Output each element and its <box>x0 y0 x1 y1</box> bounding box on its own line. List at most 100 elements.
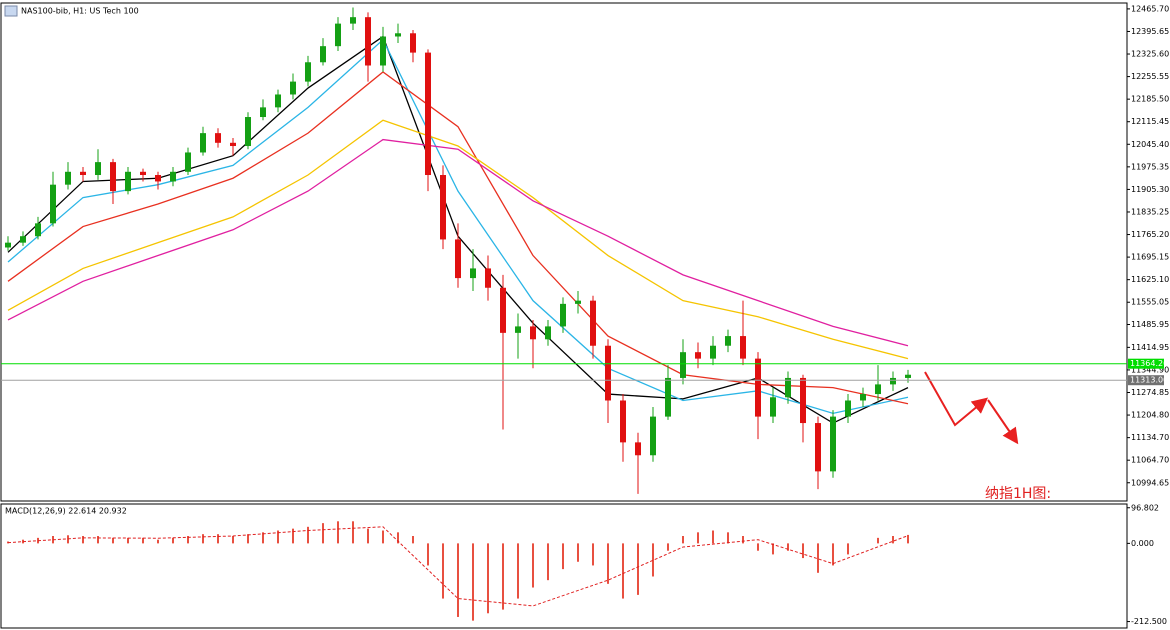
candle-body <box>860 394 866 401</box>
y-tick-label: 11765.20 <box>1131 230 1169 239</box>
candle-body <box>770 397 776 417</box>
candle-body <box>665 377 671 417</box>
candle-body <box>290 81 296 95</box>
candle-body <box>515 326 521 333</box>
candle-body <box>140 171 146 176</box>
candle-body <box>455 239 461 279</box>
candle-body <box>35 223 41 237</box>
candle-body <box>275 94 281 108</box>
price-label: 11313.00 <box>1130 376 1168 385</box>
y-tick-label: 0.000 <box>1131 539 1154 548</box>
candle-body <box>215 133 221 143</box>
candle-body <box>635 442 641 456</box>
candle-body <box>185 152 191 172</box>
moving-average <box>7 138 909 347</box>
arrow <box>987 399 1019 445</box>
candle-body <box>320 46 326 63</box>
y-tick-label: 11905.30 <box>1131 185 1169 194</box>
y-tick-label: 11274.85 <box>1131 388 1169 397</box>
y-tick-label: 10994.65 <box>1131 478 1169 487</box>
y-tick-label: 11835.25 <box>1131 207 1169 216</box>
candle-body <box>830 416 836 472</box>
candle-body <box>365 17 371 66</box>
y-tick-label: 12395.65 <box>1131 27 1169 36</box>
candle-body <box>410 33 416 53</box>
candle-body <box>845 400 851 417</box>
price-label: 11364.26 <box>1130 359 1168 368</box>
candle-body <box>245 117 251 147</box>
candle-body <box>395 33 401 37</box>
candle-body <box>725 336 731 346</box>
y-tick-label: 11625.10 <box>1131 275 1169 284</box>
candle-body <box>530 326 536 340</box>
y-tick-label: 12185.50 <box>1131 95 1169 104</box>
candle-body <box>110 162 116 192</box>
candle-body <box>680 352 686 378</box>
candle-body <box>65 171 71 185</box>
candle-body <box>260 107 266 118</box>
y-tick-label: 96.802 <box>1131 503 1159 512</box>
candle-body <box>755 358 761 417</box>
candle-body <box>440 175 446 240</box>
macd-title: MACD(12,26,9) 22.614 20.932 <box>5 507 127 516</box>
candle-body <box>425 52 431 176</box>
candle-body <box>380 36 386 66</box>
candle-body <box>50 184 56 224</box>
candle-body <box>740 336 746 359</box>
candle-body <box>155 175 161 182</box>
y-tick-label: 12325.60 <box>1131 50 1169 59</box>
y-tick-label: 11975.35 <box>1131 162 1169 171</box>
y-tick-label: 11414.95 <box>1131 343 1169 352</box>
candle-body <box>560 303 566 327</box>
candle-body <box>620 400 626 443</box>
candle-body <box>500 287 506 333</box>
candle-body <box>125 171 131 192</box>
y-tick-label: 12465.70 <box>1131 4 1169 13</box>
candle-body <box>230 142 236 147</box>
candle-body <box>890 377 896 385</box>
candle-body <box>80 171 86 176</box>
candle-body <box>695 352 701 359</box>
candle-body <box>590 300 596 346</box>
y-tick-label: 11204.80 <box>1131 411 1169 420</box>
candle-body <box>5 242 11 248</box>
candle-body <box>710 345 716 359</box>
candle-body <box>485 268 491 288</box>
macd-frame <box>0 503 1128 629</box>
y-tick-label: 12255.55 <box>1131 72 1169 81</box>
candle-body <box>95 162 101 176</box>
moving-average <box>7 119 909 360</box>
candle-body <box>20 236 26 243</box>
symbol-icon <box>4 5 18 17</box>
y-tick-label: 11134.70 <box>1131 433 1169 442</box>
candle-body <box>170 171 176 182</box>
price-label-box <box>1128 375 1164 386</box>
y-tick-label: -212.500 <box>1131 617 1167 626</box>
candle-body <box>800 377 806 424</box>
y-tick-label: 11485.95 <box>1131 320 1169 329</box>
candle-body <box>335 23 341 47</box>
candle-body <box>305 62 311 82</box>
candle-body <box>545 326 551 340</box>
y-tick-label: 11344.90 <box>1131 365 1169 374</box>
price-label-box <box>1128 358 1164 369</box>
y-tick-label: 12045.40 <box>1131 140 1169 149</box>
annotation: 纳指1H图: <box>985 486 1051 502</box>
y-tick-label: 11695.15 <box>1131 253 1169 262</box>
y-tick-label: 11555.05 <box>1131 298 1169 307</box>
arrow <box>924 371 989 427</box>
candle-body <box>605 345 611 401</box>
candle-body <box>350 17 356 24</box>
chart-title: NAS100-bib, H1: US Tech 100 <box>21 7 139 16</box>
candle-body <box>200 133 206 153</box>
candle-body <box>575 300 581 304</box>
signal-line <box>7 526 909 607</box>
candle-body <box>785 377 791 398</box>
candle-body <box>815 423 821 472</box>
candle-body <box>905 374 911 378</box>
main-frame <box>0 2 1128 502</box>
candle-body <box>650 416 656 456</box>
y-tick-label: 11064.70 <box>1131 456 1169 465</box>
